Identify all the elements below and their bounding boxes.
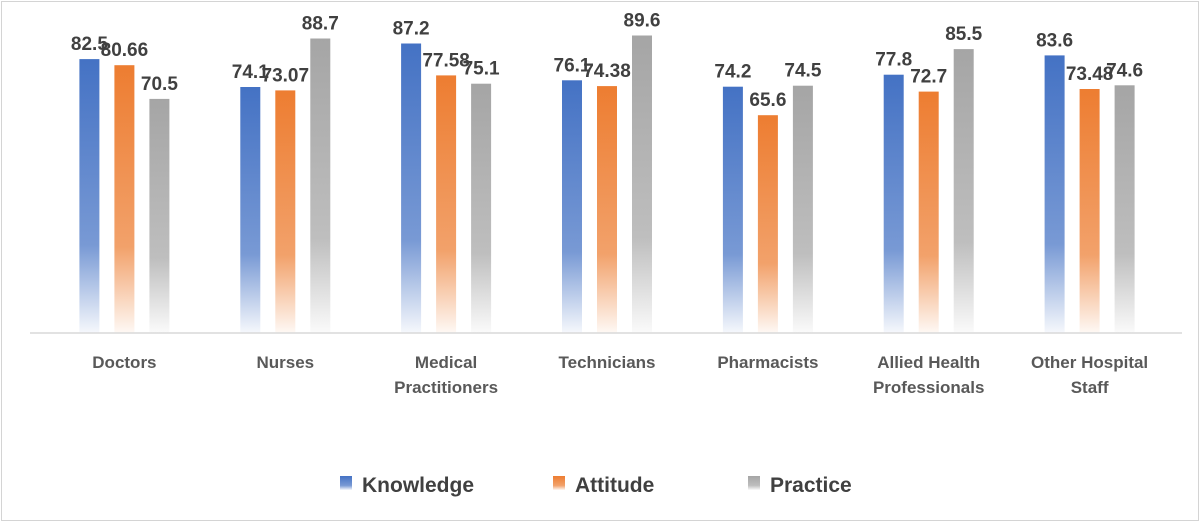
data-label-attitude-pharmacists: 65.6 [749, 90, 786, 111]
bar-practice-technicians [632, 35, 652, 333]
category-labels-layer: Doctors Nurses Medical Practitioners Technic… [92, 353, 1148, 397]
data-label-attitude-doctors: 80.66 [101, 40, 149, 61]
category-label-allied-health-professionals: Allied Health Professionals [873, 353, 985, 397]
data-label-knowledge-other-hospital-staff: 83.6 [1036, 30, 1073, 51]
data-label-practice-pharmacists: 74.5 [784, 61, 821, 82]
bar-knowledge-pharmacists [722, 86, 743, 333]
data-label-attitude-medical-practitioners: 77.58 [422, 50, 470, 71]
category-label-medical-practitioners: Medical Practitioners [394, 353, 498, 397]
bar-knowledge-technicians [562, 80, 582, 333]
bar-practice-pharmacists [792, 85, 813, 333]
category-label-other-hospital-staff: Other Hospital Staff [1031, 353, 1148, 397]
legend: Knowledge Attitude Practice [340, 474, 852, 497]
data-label-knowledge-allied-health-professionals: 77.8 [875, 50, 912, 71]
data-label-attitude-technicians: 74.38 [583, 61, 631, 82]
data-label-practice-doctors: 70.5 [141, 74, 178, 95]
legend-label-attitude: Attitude [575, 474, 654, 497]
data-label-attitude-other-hospital-staff: 73.48 [1066, 64, 1114, 85]
bar-knowledge-nurses [240, 87, 261, 333]
bar-attitude-pharmacists [757, 115, 778, 333]
bar-practice-other-hospital-staff [1114, 85, 1135, 333]
data-label-attitude-allied-health-professionals: 72.7 [910, 67, 947, 88]
bar-knowledge-allied-health-professionals [883, 74, 904, 333]
bar-attitude-other-hospital-staff [1079, 89, 1100, 333]
data-label-practice-medical-practitioners: 75.1 [463, 59, 500, 80]
bar-attitude-doctors [114, 65, 135, 333]
data-label-knowledge-pharmacists: 74.2 [714, 62, 751, 83]
bar-practice-doctors [149, 98, 170, 334]
data-label-knowledge-technicians: 76.1 [554, 55, 591, 76]
bar-attitude-allied-health-professionals [918, 91, 939, 333]
category-label-nurses: Nurses [256, 353, 314, 372]
category-label-doctors: Doctors [92, 353, 156, 372]
data-label-practice-allied-health-professionals: 85.5 [945, 24, 982, 45]
data-label-knowledge-medical-practitioners: 87.2 [393, 19, 430, 40]
data-label-practice-other-hospital-staff: 74.6 [1106, 60, 1143, 81]
bar-attitude-technicians [597, 86, 617, 333]
bar-practice-nurses [310, 38, 331, 333]
legend-label-knowledge: Knowledge [362, 474, 474, 497]
bar-knowledge-medical-practitioners [401, 43, 422, 333]
category-label-technicians: Technicians [559, 353, 656, 372]
legend-swatch-knowledge [340, 476, 352, 490]
legend-swatch-practice [748, 476, 760, 490]
bar-practice-medical-practitioners [471, 83, 492, 333]
bar-knowledge-doctors [79, 59, 100, 333]
legend-swatch-attitude [553, 476, 565, 490]
data-label-knowledge-nurses: 74.1 [232, 62, 269, 83]
bar-attitude-medical-practitioners [436, 75, 457, 334]
data-label-practice-nurses: 88.7 [302, 14, 339, 35]
category-label-pharmacists: Pharmacists [717, 353, 818, 372]
data-label-attitude-nurses: 73.07 [262, 65, 310, 86]
bar-attitude-nurses [275, 90, 296, 334]
bar-practice-allied-health-professionals [953, 49, 974, 333]
bars-layer [79, 35, 1135, 334]
legend-label-practice: Practice [770, 474, 852, 497]
bar-knowledge-other-hospital-staff [1044, 55, 1065, 334]
data-label-knowledge-doctors: 82.5 [71, 34, 108, 55]
data-label-practice-technicians: 89.6 [624, 11, 661, 32]
